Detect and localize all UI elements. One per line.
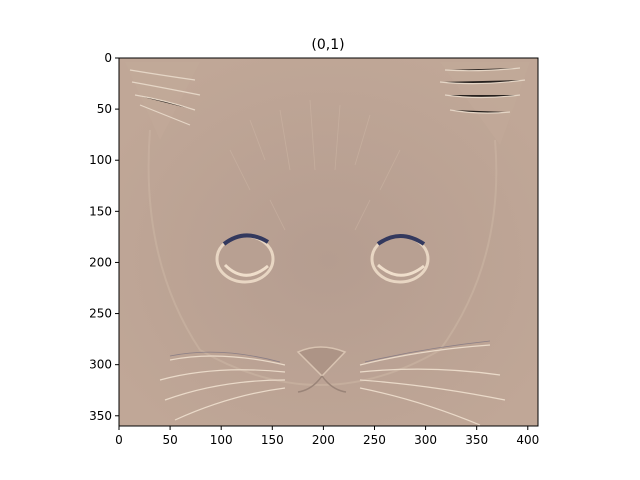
x-tick-label: 50 <box>162 433 177 447</box>
y-tick-label: 150 <box>89 204 112 218</box>
y-tick-label: 350 <box>89 409 112 423</box>
x-tick-label: 200 <box>312 433 335 447</box>
x-tick-label: 350 <box>465 433 488 447</box>
x-tick-label: 250 <box>363 433 386 447</box>
y-tick-label: 300 <box>89 358 112 372</box>
x-axis: 0 50 100 150 200 250 300 350 400 <box>115 426 539 447</box>
left-eye <box>215 233 275 284</box>
x-tick-label: 0 <box>115 433 123 447</box>
ear-fur-lines <box>129 67 526 126</box>
chart-title: (0,1) <box>311 37 344 53</box>
y-tick-label: 250 <box>89 307 112 321</box>
whiskers <box>159 344 506 426</box>
right-eye <box>370 234 430 284</box>
whisker-shadows <box>169 340 491 363</box>
x-tick-label: 300 <box>414 433 437 447</box>
y-axis: 0 50 100 150 200 250 300 350 <box>89 51 119 423</box>
x-tick-label: 100 <box>210 433 233 447</box>
face-outline <box>147 129 498 386</box>
mouth <box>297 375 347 393</box>
x-tick-label: 400 <box>516 433 539 447</box>
y-tick-label: 100 <box>89 153 112 167</box>
nose <box>296 346 347 378</box>
y-tick-label: 200 <box>89 255 112 269</box>
y-tick-label: 0 <box>104 51 112 65</box>
x-tick-label: 150 <box>261 433 284 447</box>
image-heatmap <box>119 58 538 426</box>
axes-frame <box>118 57 539 427</box>
y-tick-label: 50 <box>97 102 112 116</box>
forehead-texture <box>229 99 401 231</box>
